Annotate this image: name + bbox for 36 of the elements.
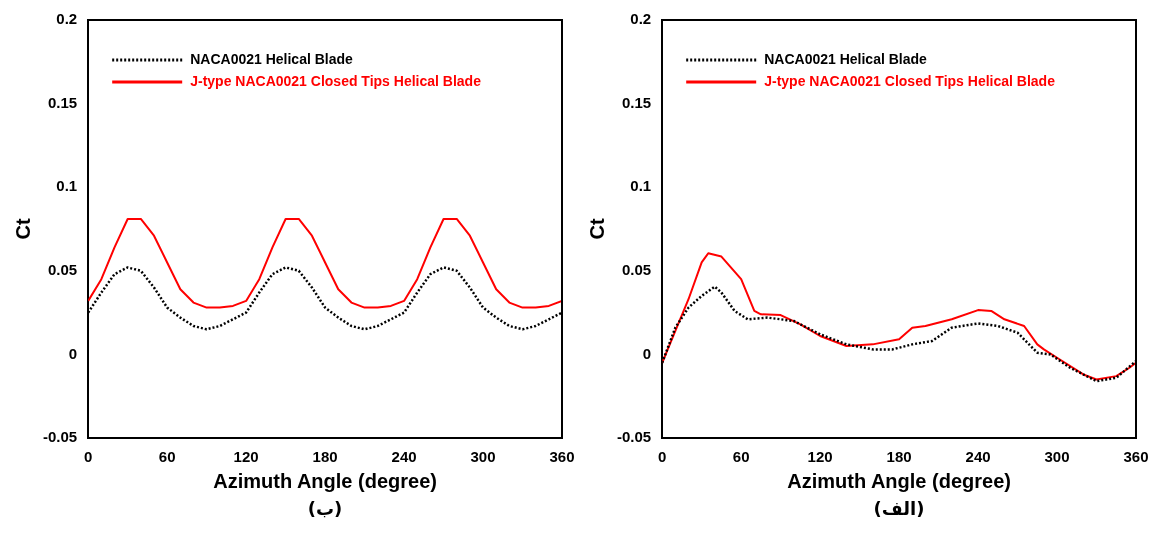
- x-tick-label: 60: [158, 448, 176, 466]
- x-tick-label: 360: [549, 448, 575, 466]
- y-tick-label: 0.05: [47, 260, 78, 278]
- x-tick-label: 0: [84, 448, 93, 466]
- legend-label: NACA0021 Helical Blade: [190, 50, 354, 67]
- x-tick-label: 240: [965, 448, 991, 466]
- y-tick-label: 0: [68, 344, 78, 362]
- x-tick-label: 240: [391, 448, 417, 466]
- x-axis-title: Azimuth Angle (degree): [213, 469, 437, 492]
- y-tick-label: 0: [642, 344, 652, 362]
- y-tick-label: 0.15: [47, 93, 78, 111]
- x-tick-label: 0: [658, 448, 667, 466]
- x-tick-label: 300: [1044, 448, 1070, 466]
- y-axis-title: Ct: [11, 218, 34, 240]
- y-tick-label: -0.05: [616, 428, 652, 446]
- text: (الف): [872, 498, 925, 519]
- x-tick-label: 120: [233, 448, 259, 466]
- x-tick-label: 180: [886, 448, 912, 466]
- y-tick-label: 0.15: [621, 93, 652, 111]
- text: (ب): [306, 498, 343, 519]
- x-tick-label: 180: [312, 448, 338, 466]
- y-axis-title: Ct: [585, 218, 608, 240]
- x-tick-label: 300: [470, 448, 496, 466]
- x-tick-label: 360: [1123, 448, 1149, 466]
- y-tick-label: 0.2: [56, 10, 78, 28]
- y-tick-label: 0.2: [630, 10, 652, 28]
- x-tick-label: 60: [732, 448, 750, 466]
- x-tick-label: 120: [807, 448, 833, 466]
- legend-label: J-type NACA0021 Closed Tips Helical Blade: [764, 72, 1056, 89]
- legend-label: J-type NACA0021 Closed Tips Helical Blade: [190, 72, 482, 89]
- y-tick-label: 0.1: [630, 177, 652, 195]
- y-tick-label: -0.05: [42, 428, 78, 446]
- legend-label: NACA0021 Helical Blade: [764, 50, 928, 67]
- y-tick-label: 0.1: [56, 177, 78, 195]
- x-axis-title: Azimuth Angle (degree): [787, 469, 1011, 492]
- y-tick-label: 0.05: [621, 260, 652, 278]
